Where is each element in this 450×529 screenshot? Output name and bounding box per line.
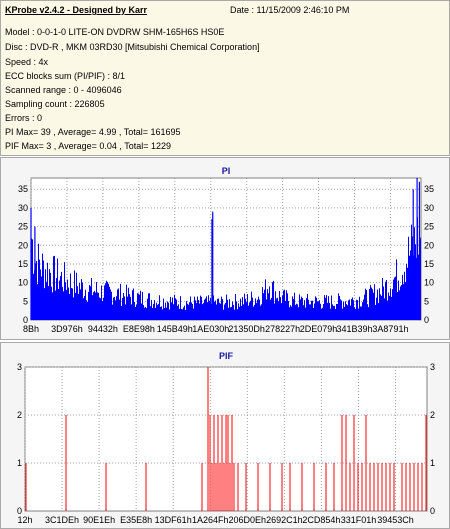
pi-ytick-left: 30 [18,203,28,213]
pi-ytick-right: 0 [424,315,429,325]
drive-model: Model : 0-0-1-0 LITE-ON DVDRW SHM-165H6S… [5,27,225,37]
pi-chart: PI 0 5 10 15 20 25 30 35 0 5 10 15 20 25 30 35 8Bh 3D97… [18,166,434,334]
pi-xtick: 2DE079h [300,324,338,334]
pif-xtick: 331F01h [341,515,377,525]
pif-ytick-right: 2 [430,410,435,420]
pif-xtick: 206D0Eh [229,515,267,525]
pi-chart-title: PI [222,166,231,176]
pif-ytick-right: 0 [430,506,435,516]
pi-xtick: 145B49h [157,324,193,334]
pi-ytick-left: 35 [18,184,28,194]
ecc-blocks: ECC blocks sum (PI/PIF) : 8/1 [5,71,126,81]
pif-ytick-left: 2 [17,410,22,420]
pi-ytick-left: 10 [18,278,28,288]
pi-xtick: 278227h [265,324,300,334]
pi-ytick-left: 5 [23,296,28,306]
pif-xtick: 1A264Fh [192,515,229,525]
disc-info: Disc : DVD-R , MKM 03RD30 [Mitsubishi Ch… [5,42,260,52]
pif-xtick: 12h [17,515,32,525]
pif-ytick-left: 1 [17,458,22,468]
scan-date: Date : 11/15/2009 2:46:10 PM [230,5,350,15]
pif-xtick: 2CD854h [302,515,340,525]
pi-xtick: 3A8791h [372,324,408,334]
pif-xtick: 3C1DEh [45,515,79,525]
pi-xtick: 1AE030h [192,324,229,334]
pi-ytick-right: 25 [424,222,434,232]
pi-xtick: 8Bh [23,324,39,334]
pi-ytick-left: 25 [18,222,28,232]
pi-chart-panel: PI 0 5 10 15 20 25 30 35 0 5 10 15 20 25 30 35 8Bh 3D97… [0,157,450,340]
pi-ytick-right: 5 [424,296,429,306]
pif-chart-title: PIF [219,351,234,361]
pi-ytick-right: 15 [424,259,434,269]
pi-xtick: 94432h [88,324,118,334]
sampling-count: Sampling count : 226805 [5,99,105,109]
pif-xtick: 2692C1h [266,515,303,525]
pi-xtick: 341B39h [336,324,372,334]
pi-ytick-right: 10 [424,278,434,288]
pif-ytick-left: 0 [17,506,22,516]
app-title: KProbe v2.4.2 - Designed by Karr [5,5,148,15]
pi-ytick-right: 35 [424,184,434,194]
pif-chart: PIF 0 1 2 3 0 1 2 3 12h 3C1DEh 90E1Eh E35E8h 13DF6… [17,351,435,525]
pif-xtick: 39453Ch [377,515,414,525]
pi-ytick-right: 20 [424,240,434,250]
pif-xtick: 90E1Eh [83,515,115,525]
pif-xtick: 13DF61h [155,515,192,525]
pi-ytick-left: 0 [23,315,28,325]
pif-ytick-right: 1 [430,458,435,468]
error-count: Errors : 0 [5,113,43,123]
pi-xtick: E8E98h [123,324,155,334]
pi-ytick-right: 30 [424,203,434,213]
pi-ytick-left: 20 [18,240,28,250]
pi-summary: PI Max= 39 , Average= 4.99 , Total= 1616… [5,127,181,137]
pif-xtick: E35E8h [120,515,152,525]
scan-speed: Speed : 4x [5,57,49,67]
pi-xtick: 3D976h [51,324,83,334]
pif-ytick-right: 3 [430,362,435,372]
pif-chart-panel: PIF 0 1 2 3 0 1 2 3 12h 3C1DEh 90E1Eh E35E8h 13DF6… [0,342,450,529]
pi-ytick-left: 15 [18,259,28,269]
pi-xtick: 21350Dh [228,324,265,334]
pif-summary: PIF Max= 3 , Average= 0.04 , Total= 1229 [5,141,172,151]
pif-ytick-left: 3 [17,362,22,372]
info-panel: KProbe v2.4.2 - Designed by Karr Date : … [0,0,450,156]
scanned-range: Scanned range : 0 - 4096046 [5,85,122,95]
